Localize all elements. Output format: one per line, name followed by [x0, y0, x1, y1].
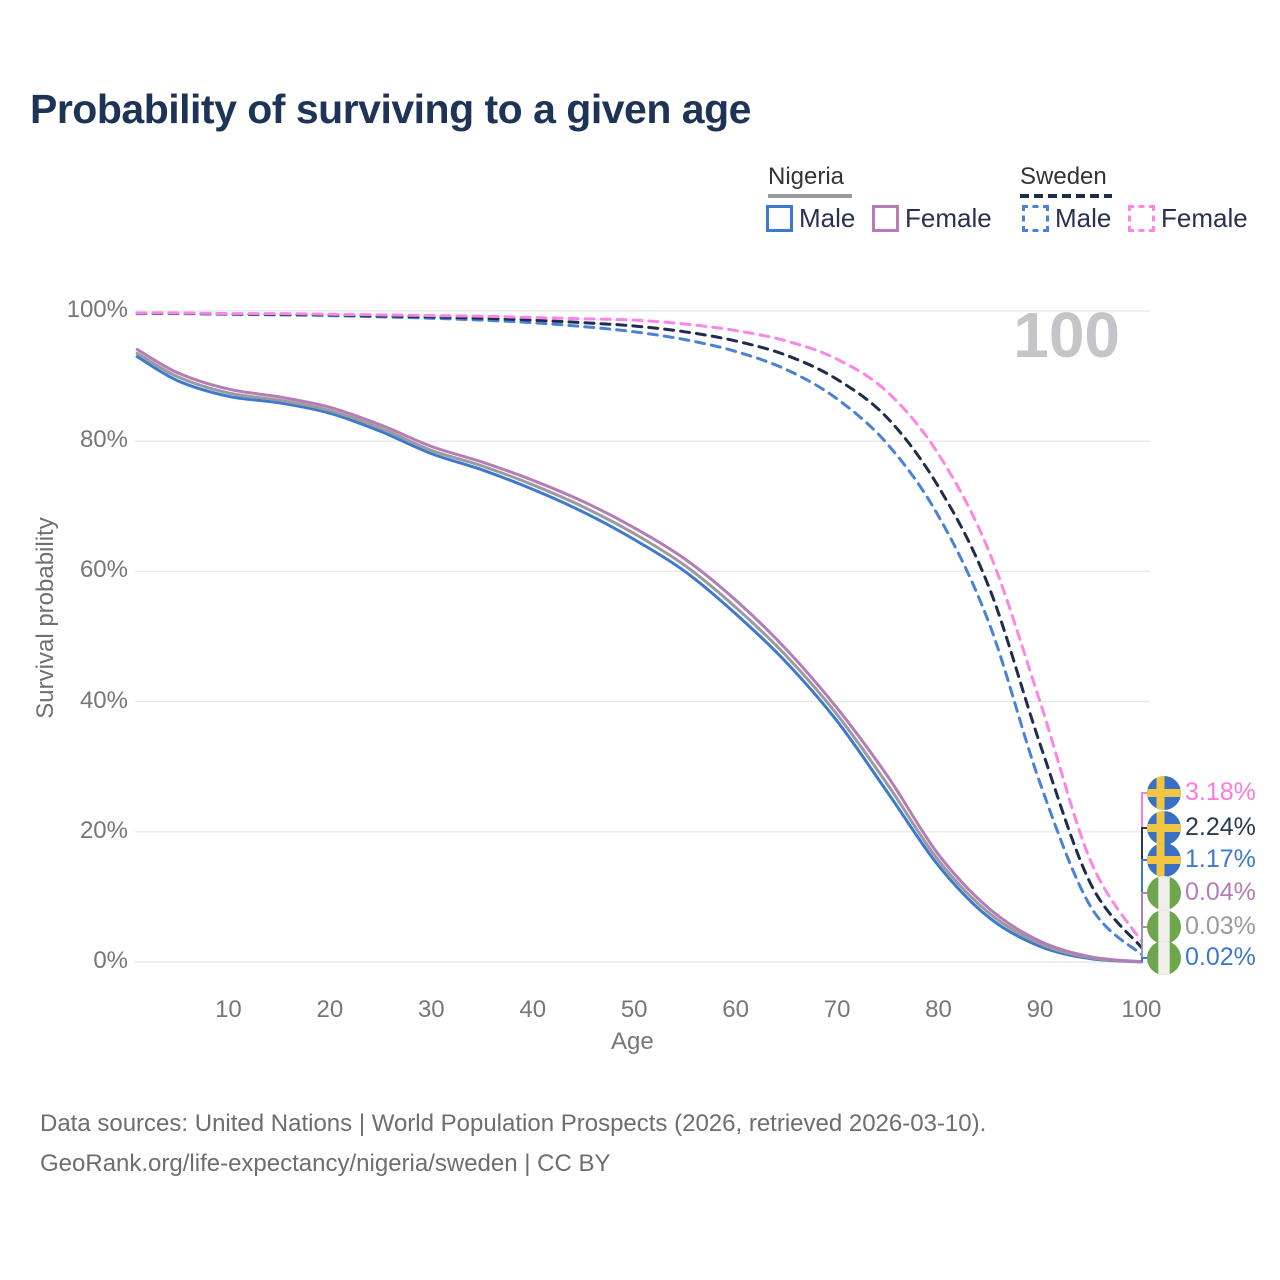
end-value-label: 0.03%	[1185, 912, 1256, 940]
series-lines	[135, 311, 1143, 964]
legend-label: Male	[799, 203, 856, 233]
legend-label: Male	[1055, 203, 1112, 233]
x-tick-label: 100	[1121, 996, 1162, 1023]
end-value-label: 2.24%	[1185, 813, 1256, 841]
legend-group-nigeria: Nigeria	[768, 163, 852, 198]
line-sweden-male	[135, 312, 1143, 956]
x-tick-label: 40	[519, 996, 547, 1023]
nigeria-flag-icon	[1147, 941, 1181, 975]
end-value-label: 0.02%	[1185, 943, 1256, 971]
line-nigeria-both	[135, 351, 1143, 964]
leader-lines	[1141, 792, 1147, 962]
legend-group-sweden: Sweden	[1020, 163, 1112, 198]
nigeria-male-swatch-icon	[766, 205, 793, 232]
x-tick-label: 60	[722, 996, 749, 1023]
x-tick-label: 20	[316, 996, 344, 1023]
x-axis-title: Age	[611, 1028, 654, 1055]
line-sweden-female	[135, 311, 1143, 943]
x-tick-label: 70	[823, 996, 851, 1023]
nigeria-flag-icon	[1147, 910, 1181, 944]
legend-label: Female	[905, 203, 992, 233]
legend-item-nigeria-male[interactable]: Male	[766, 203, 855, 234]
footer-data-sources: Data sources: United Nations | World Pop…	[40, 1110, 987, 1137]
nigeria-flag-icon	[1147, 876, 1181, 910]
x-tick-label: 50	[620, 996, 648, 1023]
sweden-female-swatch-icon	[1128, 205, 1155, 232]
end-value-label: 1.17%	[1185, 845, 1256, 873]
sweden-male-swatch-icon	[1022, 205, 1049, 232]
y-tick-label: 20%	[79, 816, 128, 844]
leader-line	[1141, 957, 1147, 962]
footer-attribution[interactable]: GeoRank.org/life-expectancy/nigeria/swed…	[40, 1150, 611, 1177]
nigeria-female-swatch-icon	[872, 205, 899, 232]
end-value-label: 0.04%	[1185, 878, 1256, 906]
leader-line	[1141, 926, 1147, 962]
y-tick-label: 80%	[79, 426, 128, 454]
sweden-flag-icon	[1147, 776, 1181, 810]
gridlines	[135, 310, 1150, 963]
y-tick-label: 40%	[79, 686, 128, 714]
y-tick-label: 60%	[79, 556, 128, 584]
legend-item-sweden-male[interactable]: Male	[1022, 203, 1111, 234]
legend-sweden-underline	[1020, 194, 1112, 198]
legend-nigeria-header: Nigeria	[768, 163, 845, 190]
end-value-label: 3.18%	[1185, 778, 1256, 806]
sweden-flag-icon	[1147, 811, 1181, 845]
legend-nigeria-underline	[768, 194, 852, 198]
x-tick-label: 30	[417, 996, 445, 1023]
legend-item-sweden-female[interactable]: Female	[1128, 203, 1248, 234]
x-tick-label: 10	[215, 996, 242, 1023]
x-tick-label: 90	[1026, 996, 1054, 1023]
line-nigeria-male	[135, 355, 1143, 964]
legend-sweden-header: Sweden	[1020, 163, 1107, 190]
x-tick-label: 80	[925, 996, 952, 1023]
y-tick-label: 0%	[93, 947, 128, 974]
line-nigeria-female	[135, 347, 1143, 964]
legend-item-nigeria-female[interactable]: Female	[872, 203, 992, 234]
legend-label: Female	[1161, 203, 1248, 233]
sweden-flag-icon	[1147, 843, 1181, 877]
chart-title: Probability of surviving to a given age	[30, 86, 751, 132]
y-tick-label: 100%	[66, 296, 128, 323]
